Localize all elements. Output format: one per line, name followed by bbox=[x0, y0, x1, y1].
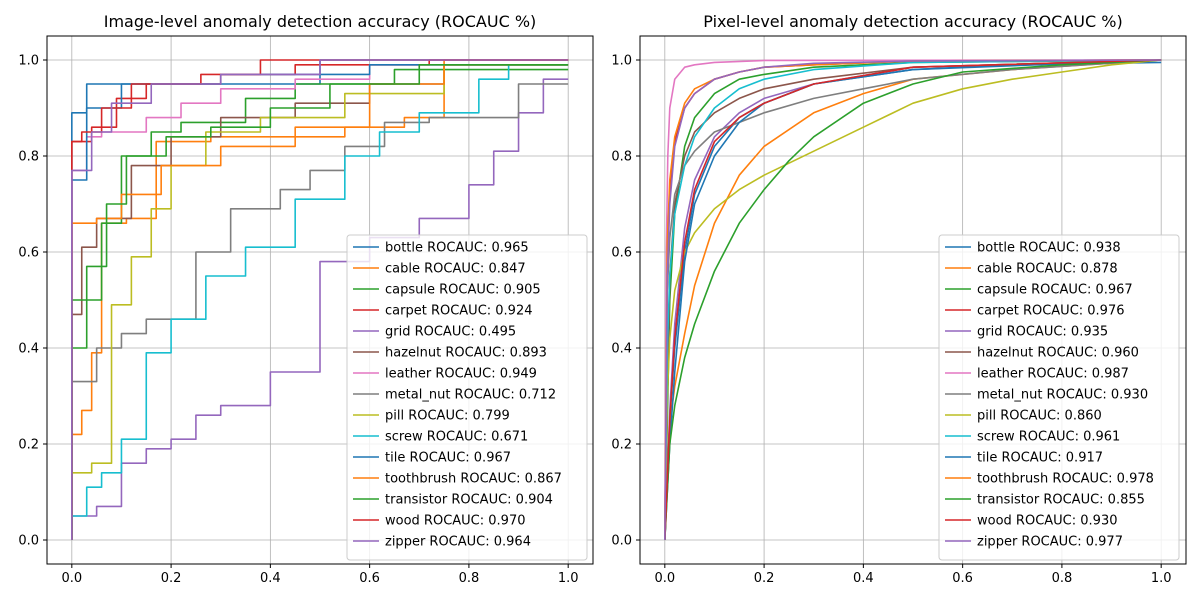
series-line bbox=[664, 59, 1162, 541]
chart-1: Image-level anomaly detection accuracy (… bbox=[18, 12, 594, 586]
x-tick-label: 0.0 bbox=[654, 571, 675, 586]
x-tick-label: 0.6 bbox=[952, 571, 973, 586]
series-line bbox=[71, 64, 569, 540]
x-tick-label: 0.2 bbox=[161, 571, 182, 586]
y-tick-label: 0.2 bbox=[18, 438, 39, 453]
x-tick-label: 0.2 bbox=[754, 571, 775, 586]
legend-label: hazelnut ROCAUC: 0.960 bbox=[977, 346, 1139, 361]
legend-label: leather ROCAUC: 0.987 bbox=[977, 367, 1129, 382]
legend-label: bottle ROCAUC: 0.965 bbox=[385, 241, 529, 256]
axes-frame bbox=[639, 35, 1187, 565]
series-line bbox=[664, 59, 1162, 541]
axes-frame bbox=[46, 35, 594, 565]
series-group bbox=[71, 59, 569, 540]
legend-label: toothbrush ROCAUC: 0.978 bbox=[977, 472, 1154, 487]
y-tick-label: 0.2 bbox=[611, 438, 632, 453]
legend-label: cable ROCAUC: 0.847 bbox=[385, 262, 526, 277]
legend-label: screw ROCAUC: 0.671 bbox=[385, 430, 528, 445]
y-tick-label: 0.4 bbox=[611, 342, 632, 357]
legend: bottle ROCAUC: 0.938 cable ROCAUC: 0.878 c… bbox=[938, 234, 1180, 561]
legend-label: bottle ROCAUC: 0.938 bbox=[977, 241, 1121, 256]
legend-box bbox=[938, 234, 1180, 561]
legend-label: capsule ROCAUC: 0.967 bbox=[977, 283, 1133, 298]
legend-label: pill ROCAUC: 0.860 bbox=[977, 409, 1102, 424]
series-line bbox=[71, 59, 569, 540]
x-tick-label: 0.0 bbox=[61, 571, 82, 586]
legend-label: leather ROCAUC: 0.949 bbox=[385, 367, 537, 382]
y-tick-label: 0.6 bbox=[18, 246, 39, 261]
legend-label: capsule ROCAUC: 0.905 bbox=[385, 283, 541, 298]
legend-label: tile ROCAUC: 0.917 bbox=[977, 451, 1103, 466]
y-tick-label: 1.0 bbox=[18, 54, 39, 69]
x-tick-label: 1.0 bbox=[558, 571, 579, 586]
legend-label: toothbrush ROCAUC: 0.867 bbox=[385, 472, 562, 487]
series-line bbox=[71, 64, 569, 540]
series-line bbox=[664, 59, 1162, 541]
legend-label: zipper ROCAUC: 0.964 bbox=[385, 535, 531, 550]
series-line bbox=[71, 59, 569, 540]
legend-label: tile ROCAUC: 0.967 bbox=[385, 451, 511, 466]
chart-title: Image-level anomaly detection accuracy (… bbox=[104, 12, 537, 31]
legend-label: metal_nut ROCAUC: 0.712 bbox=[385, 388, 556, 403]
x-tick-label: 0.4 bbox=[260, 571, 281, 586]
series-line bbox=[71, 83, 569, 540]
legend: bottle ROCAUC: 0.965 cable ROCAUC: 0.847 c… bbox=[346, 234, 588, 561]
legend-label: wood ROCAUC: 0.970 bbox=[385, 514, 525, 529]
legend-label: grid ROCAUC: 0.495 bbox=[385, 325, 516, 340]
series-group bbox=[664, 59, 1162, 541]
legend-label: transistor ROCAUC: 0.855 bbox=[977, 493, 1145, 508]
series-line bbox=[664, 59, 1162, 541]
legend-label: grid ROCAUC: 0.935 bbox=[977, 325, 1108, 340]
legend-box bbox=[346, 234, 588, 561]
legend-label: carpet ROCAUC: 0.976 bbox=[977, 304, 1125, 319]
x-tick-label: 0.8 bbox=[459, 571, 480, 586]
y-tick-label: 0.4 bbox=[18, 342, 39, 357]
legend-label: screw ROCAUC: 0.961 bbox=[977, 430, 1120, 445]
series-line bbox=[664, 59, 1162, 541]
series-line bbox=[71, 64, 569, 540]
series-line bbox=[71, 64, 569, 540]
y-tick-label: 0.6 bbox=[611, 246, 632, 261]
y-tick-label: 0.8 bbox=[611, 150, 632, 165]
legend-label: pill ROCAUC: 0.799 bbox=[385, 409, 510, 424]
legend-label: metal_nut ROCAUC: 0.930 bbox=[977, 388, 1148, 403]
chart-2: Pixel-level anomaly detection accuracy (… bbox=[611, 12, 1187, 586]
y-tick-label: 0.0 bbox=[18, 534, 39, 549]
x-tick-label: 0.6 bbox=[359, 571, 380, 586]
legend-label: transistor ROCAUC: 0.904 bbox=[385, 493, 553, 508]
chart-title: Pixel-level anomaly detection accuracy (… bbox=[703, 12, 1122, 31]
x-tick-label: 1.0 bbox=[1151, 571, 1172, 586]
legend-label: wood ROCAUC: 0.930 bbox=[977, 514, 1117, 529]
y-tick-label: 1.0 bbox=[611, 54, 632, 69]
x-tick-label: 0.8 bbox=[1052, 571, 1073, 586]
legend-label: carpet ROCAUC: 0.924 bbox=[385, 304, 533, 319]
legend-label: hazelnut ROCAUC: 0.893 bbox=[385, 346, 547, 361]
y-tick-label: 0.8 bbox=[18, 150, 39, 165]
legend-label: zipper ROCAUC: 0.977 bbox=[977, 535, 1123, 550]
series-line bbox=[664, 59, 1162, 541]
series-line bbox=[664, 59, 1162, 541]
series-line bbox=[664, 59, 1162, 541]
x-tick-label: 0.4 bbox=[853, 571, 874, 586]
y-tick-label: 0.0 bbox=[611, 534, 632, 549]
legend-label: cable ROCAUC: 0.878 bbox=[977, 262, 1118, 277]
